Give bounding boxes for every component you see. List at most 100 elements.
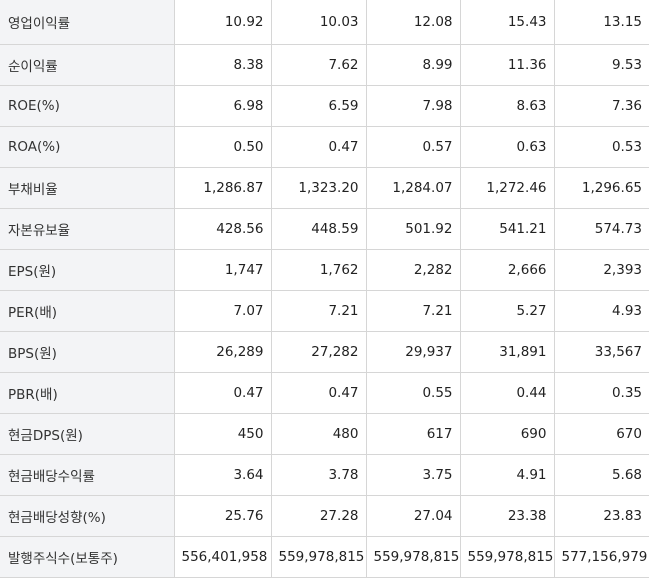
table-cell: 4.93 bbox=[553, 290, 649, 332]
table-cell: 8.63 bbox=[459, 85, 554, 127]
row-label: PER(배) bbox=[0, 290, 174, 332]
table-cell: 27.28 bbox=[270, 495, 366, 537]
table-cell: 0.47 bbox=[270, 126, 366, 168]
table-cell: 0.47 bbox=[173, 372, 271, 414]
table-cell: 3.75 bbox=[365, 454, 460, 496]
table-row: 자본유보율 428.56 448.59 501.92 541.21 574.73 bbox=[0, 208, 649, 250]
table-cell: 23.38 bbox=[459, 495, 554, 537]
table-cell: 1,286.87 bbox=[173, 167, 271, 209]
table-row: 순이익률 8.38 7.62 8.99 11.36 9.53 bbox=[0, 44, 649, 86]
table-cell: 7.07 bbox=[173, 290, 271, 332]
table-cell: 27,282 bbox=[270, 331, 366, 373]
table-row: BPS(원) 26,289 27,282 29,937 31,891 33,567 bbox=[0, 331, 649, 373]
table-cell: 617 bbox=[365, 413, 460, 455]
table-cell: 577,156,979 bbox=[553, 536, 649, 578]
table-cell: 27.04 bbox=[365, 495, 460, 537]
table-cell: 6.59 bbox=[270, 85, 366, 127]
table-cell: 3.78 bbox=[270, 454, 366, 496]
table-cell: 11.36 bbox=[459, 44, 554, 86]
table-cell: 7.98 bbox=[365, 85, 460, 127]
table-cell: 31,891 bbox=[459, 331, 554, 373]
table-cell: 1,272.46 bbox=[459, 167, 554, 209]
table-cell: 8.99 bbox=[365, 44, 460, 86]
table-cell: 428.56 bbox=[173, 208, 271, 250]
table-cell: 574.73 bbox=[553, 208, 649, 250]
row-label: 부채비율 bbox=[0, 167, 174, 209]
table-row: 발행주식수(보통주) 556,401,958 559,978,815 559,978,… bbox=[0, 536, 649, 578]
table-cell: 7.62 bbox=[270, 44, 366, 86]
table-cell: 5.68 bbox=[553, 454, 649, 496]
table-cell: 559,978,815 bbox=[459, 536, 554, 578]
table-cell: 1,296.65 bbox=[553, 167, 649, 209]
table-cell: 12.08 bbox=[365, 0, 460, 45]
table-row: ROA(%) 0.50 0.47 0.57 0.63 0.53 bbox=[0, 126, 649, 168]
table-cell: 541.21 bbox=[459, 208, 554, 250]
table-cell: 26,289 bbox=[173, 331, 271, 373]
table-cell: 1,284.07 bbox=[365, 167, 460, 209]
table-cell: 5.27 bbox=[459, 290, 554, 332]
table-cell: 0.44 bbox=[459, 372, 554, 414]
table-cell: 13.15 bbox=[553, 0, 649, 45]
table-cell: 1,747 bbox=[173, 249, 271, 291]
table-row: EPS(원) 1,747 1,762 2,282 2,666 2,393 bbox=[0, 249, 649, 291]
row-label: EPS(원) bbox=[0, 249, 174, 291]
table-row: 현금배당수익률 3.64 3.78 3.75 4.91 5.68 bbox=[0, 454, 649, 496]
table-cell: 1,323.20 bbox=[270, 167, 366, 209]
row-label: 현금배당수익률 bbox=[0, 454, 174, 496]
table-cell: 559,978,815 bbox=[365, 536, 460, 578]
table-cell: 0.35 bbox=[553, 372, 649, 414]
table-cell: 2,393 bbox=[553, 249, 649, 291]
table-cell: 8.38 bbox=[173, 44, 271, 86]
table-cell: 3.64 bbox=[173, 454, 271, 496]
table-cell: 0.57 bbox=[365, 126, 460, 168]
table-cell: 7.21 bbox=[365, 290, 460, 332]
table-row: 현금DPS(원) 450 480 617 690 670 bbox=[0, 413, 649, 455]
table-cell: 0.53 bbox=[553, 126, 649, 168]
table-row: PER(배) 7.07 7.21 7.21 5.27 4.93 bbox=[0, 290, 649, 332]
row-label: BPS(원) bbox=[0, 331, 174, 373]
row-label: 자본유보율 bbox=[0, 208, 174, 250]
table-cell: 4.91 bbox=[459, 454, 554, 496]
row-label: 현금배당성향(%) bbox=[0, 495, 174, 537]
table-cell: 29,937 bbox=[365, 331, 460, 373]
table-cell: 0.47 bbox=[270, 372, 366, 414]
row-label: 현금DPS(원) bbox=[0, 413, 174, 455]
row-label: 순이익률 bbox=[0, 44, 174, 86]
table-cell: 501.92 bbox=[365, 208, 460, 250]
row-label: 영업이익률 bbox=[0, 0, 174, 45]
table-cell: 33,567 bbox=[553, 331, 649, 373]
table-cell: 6.98 bbox=[173, 85, 271, 127]
table-cell: 690 bbox=[459, 413, 554, 455]
table-cell: 556,401,958 bbox=[173, 536, 271, 578]
table-row: 현금배당성향(%) 25.76 27.28 27.04 23.38 23.83 bbox=[0, 495, 649, 537]
table-cell: 23.83 bbox=[553, 495, 649, 537]
row-label: 발행주식수(보통주) bbox=[0, 536, 174, 578]
table-cell: 0.63 bbox=[459, 126, 554, 168]
row-label: ROA(%) bbox=[0, 126, 174, 168]
table-cell: 450 bbox=[173, 413, 271, 455]
table-row: ROE(%) 6.98 6.59 7.98 8.63 7.36 bbox=[0, 85, 649, 127]
table-cell: 7.21 bbox=[270, 290, 366, 332]
row-label: PBR(배) bbox=[0, 372, 174, 414]
table-cell: 0.55 bbox=[365, 372, 460, 414]
table-cell: 448.59 bbox=[270, 208, 366, 250]
table-cell: 2,666 bbox=[459, 249, 554, 291]
table-cell: 10.92 bbox=[173, 0, 271, 45]
table-cell: 10.03 bbox=[270, 0, 366, 45]
table-cell: 7.36 bbox=[553, 85, 649, 127]
table-row: 부채비율 1,286.87 1,323.20 1,284.07 1,272.46 1,29… bbox=[0, 167, 649, 209]
table-cell: 0.50 bbox=[173, 126, 271, 168]
table-cell: 2,282 bbox=[365, 249, 460, 291]
row-label: ROE(%) bbox=[0, 85, 174, 127]
table-row: PBR(배) 0.47 0.47 0.55 0.44 0.35 bbox=[0, 372, 649, 414]
table-row: 영업이익률 10.92 10.03 12.08 15.43 13.15 bbox=[0, 0, 649, 45]
table-cell: 9.53 bbox=[553, 44, 649, 86]
table-cell: 15.43 bbox=[459, 0, 554, 45]
table-cell: 670 bbox=[553, 413, 649, 455]
table-cell: 480 bbox=[270, 413, 366, 455]
table-cell: 559,978,815 bbox=[270, 536, 366, 578]
table-cell: 1,762 bbox=[270, 249, 366, 291]
table-cell: 25.76 bbox=[173, 495, 271, 537]
